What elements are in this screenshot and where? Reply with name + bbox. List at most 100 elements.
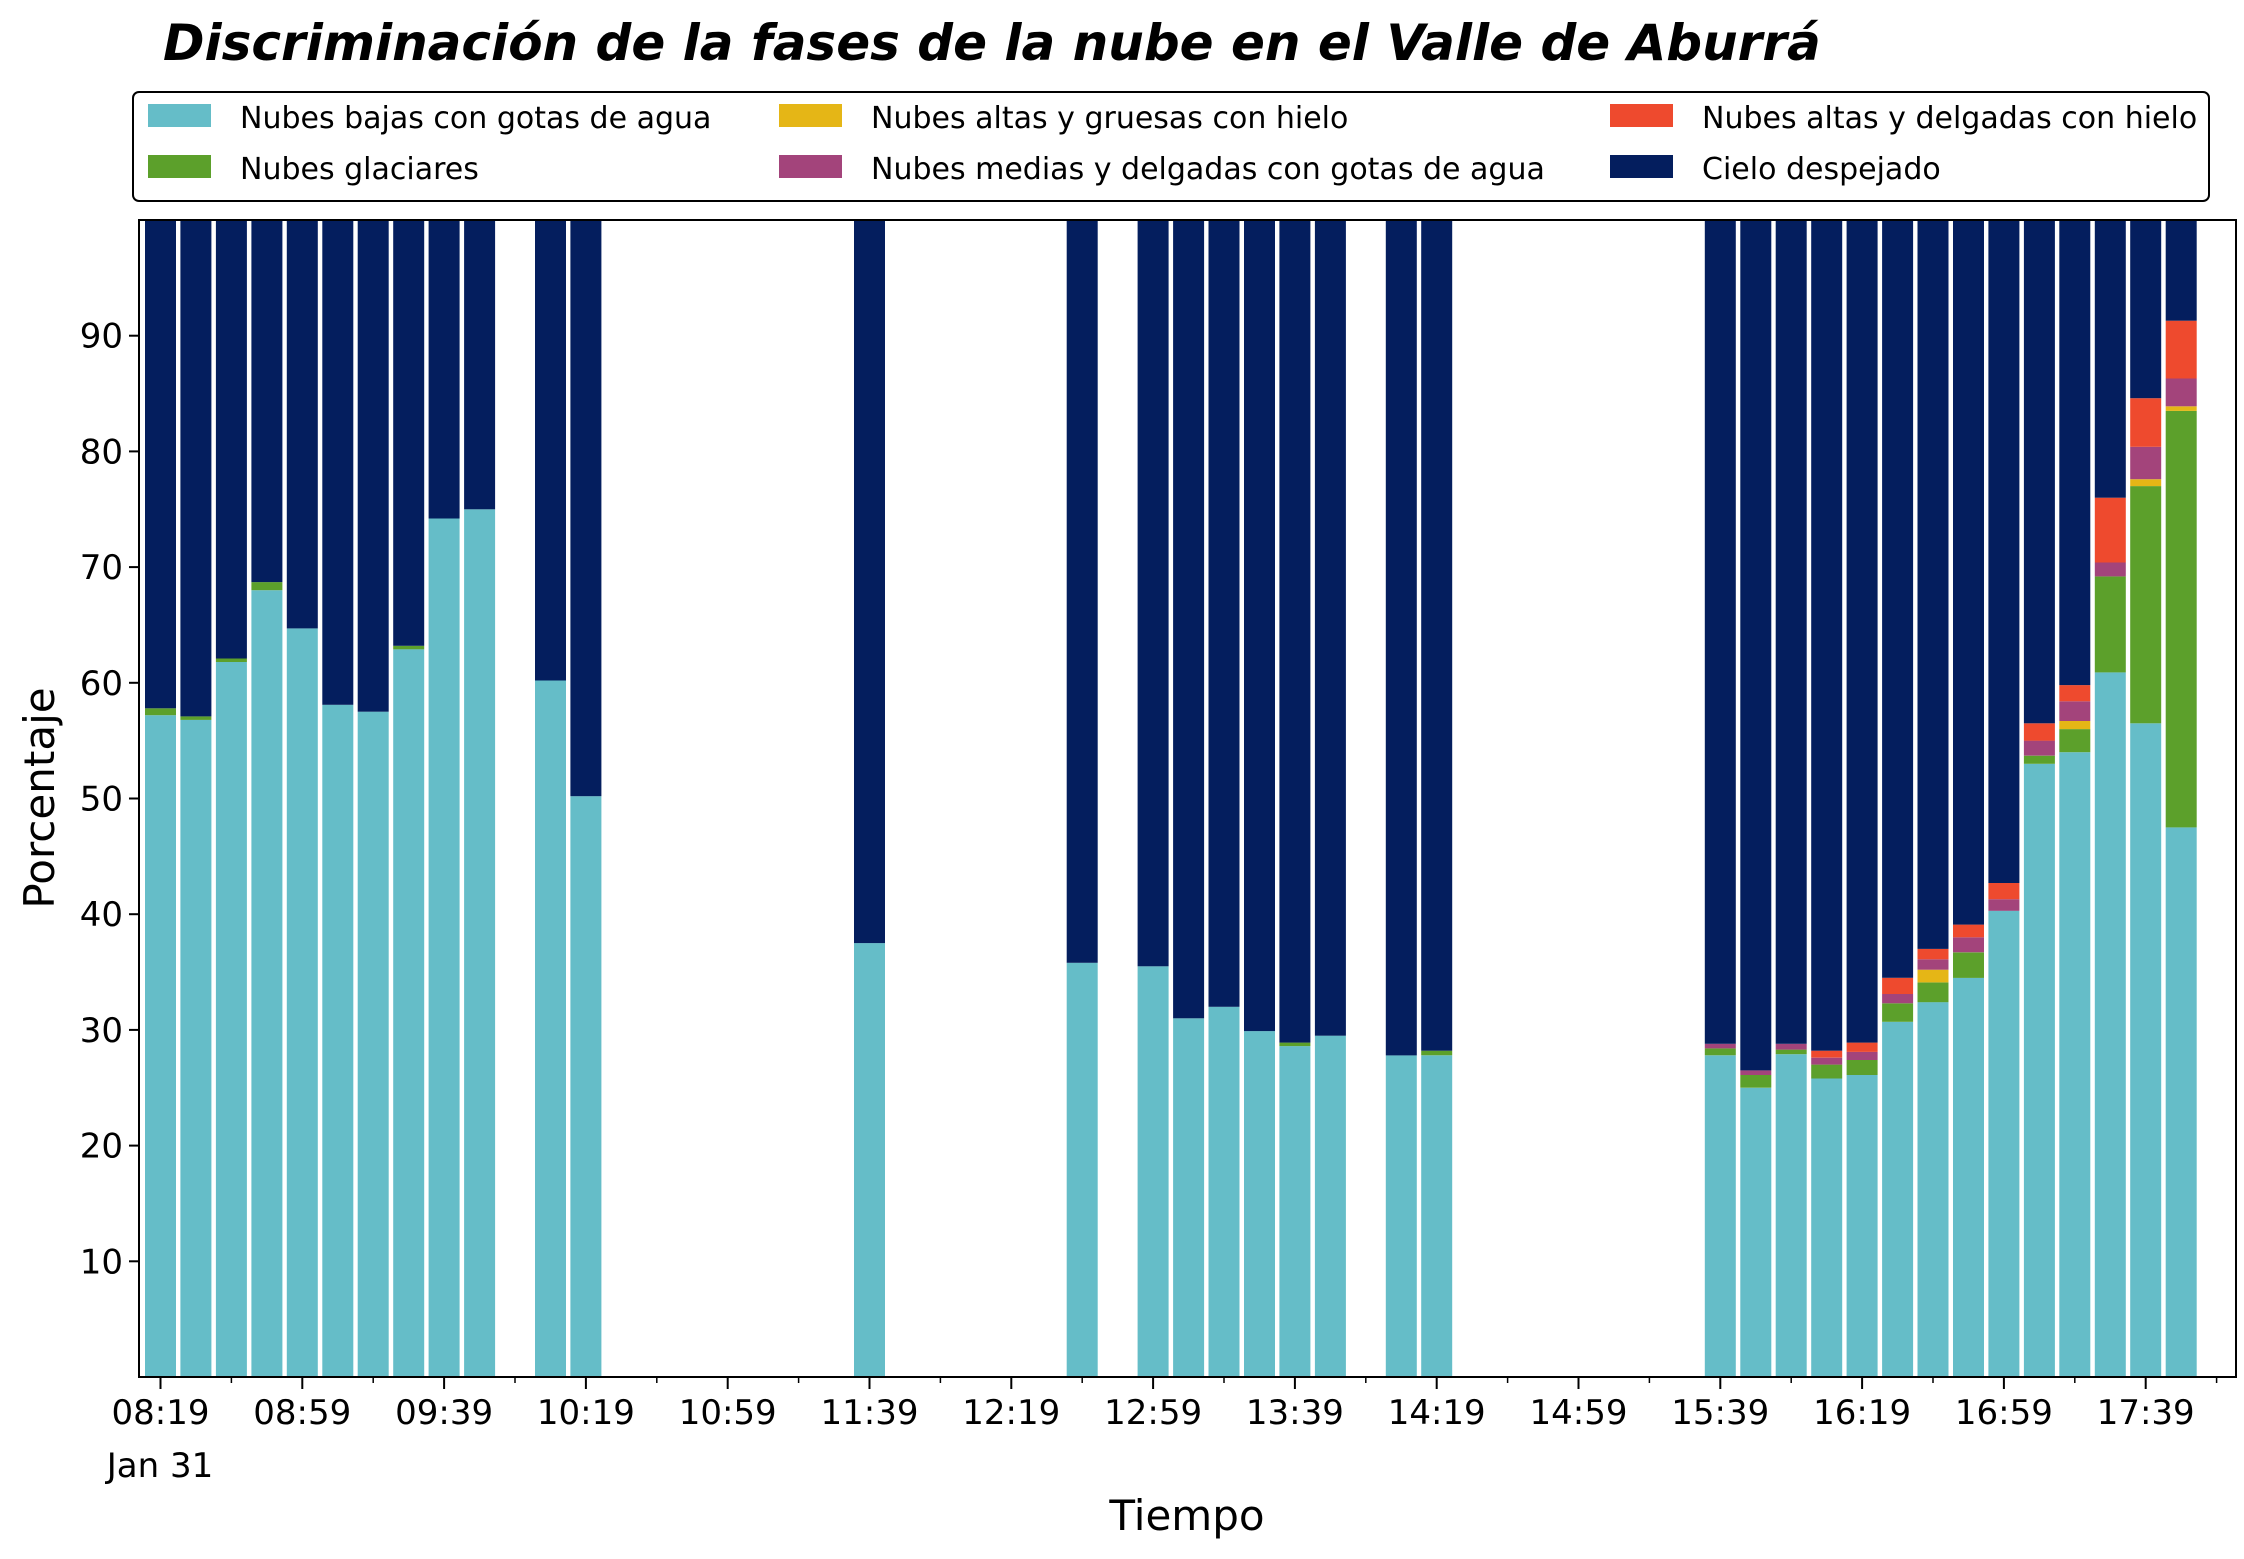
bar-segment-6-18 bbox=[1244, 220, 1275, 1032]
bar-segment-6-26 bbox=[1811, 220, 1843, 1051]
x-tick-label: 14:19 bbox=[1388, 1393, 1486, 1433]
bar-segment-1-19 bbox=[1279, 1046, 1311, 1377]
bar-segment-6-34 bbox=[2094, 220, 2126, 498]
bar-segment-1-30 bbox=[1953, 977, 1984, 1377]
y-axis: 10 20 30 40 50 60 70 80 90 bbox=[80, 317, 139, 1282]
bar-segment-4-28 bbox=[1882, 994, 1914, 1004]
bar-segment-2-4 bbox=[251, 582, 283, 591]
x-tick-label: 08:59 bbox=[253, 1393, 351, 1433]
bar-segment-5-27 bbox=[1846, 1042, 1878, 1052]
bar-segment-5-35 bbox=[2130, 398, 2162, 447]
x-tick-label: 13:39 bbox=[1246, 1393, 1344, 1433]
bar-segment-4-23 bbox=[1704, 1043, 1736, 1049]
bar-segment-4-25 bbox=[1775, 1043, 1807, 1050]
bar-segment-6-14 bbox=[1066, 220, 1098, 963]
bar-segment-2-25 bbox=[1775, 1049, 1807, 1055]
y-axis-label: Porcentaje bbox=[15, 687, 64, 908]
bar-segment-1-34 bbox=[2094, 672, 2126, 1377]
bar-segment-6-24 bbox=[1740, 220, 1772, 1071]
bar-segment-6-7 bbox=[357, 220, 389, 712]
bar-segment-2-28 bbox=[1882, 1003, 1914, 1022]
x-tick-label: 15:39 bbox=[1671, 1393, 1769, 1433]
bar-segment-6-5 bbox=[286, 220, 318, 629]
bar-segment-1-17 bbox=[1208, 1006, 1240, 1377]
bar-segment-4-32 bbox=[2023, 740, 2055, 756]
y-tick-label: 60 bbox=[80, 664, 123, 704]
bar-segment-1-28 bbox=[1882, 1021, 1914, 1377]
bar-segment-6-19 bbox=[1279, 220, 1311, 1043]
bar-segment-1-14 bbox=[1066, 962, 1098, 1377]
bar-segment-4-30 bbox=[1953, 937, 1984, 953]
bar-segment-1-3 bbox=[215, 662, 247, 1377]
bar-segment-6-15 bbox=[1137, 220, 1169, 967]
legend-swatch bbox=[148, 155, 211, 178]
bar-segment-2-33 bbox=[2059, 729, 2091, 753]
bar-segment-6-27 bbox=[1846, 220, 1878, 1043]
bar-segment-1-29 bbox=[1917, 1002, 1949, 1377]
x-axis: 08:19 08:59 09:39 10:19 10:59 11:39 12:19 12:59… bbox=[112, 1377, 2218, 1433]
bar-segment-6-20 bbox=[1314, 220, 1346, 1036]
bar-segment-3-36 bbox=[2165, 406, 2197, 411]
bar-segment-2-27 bbox=[1846, 1060, 1878, 1075]
bar-segment-2-35 bbox=[2130, 486, 2162, 724]
bar-segment-4-31 bbox=[1988, 899, 2020, 911]
bar-segment-2-3 bbox=[215, 658, 247, 662]
x-axis-label: Tiempo bbox=[1108, 1491, 1264, 1540]
bar-segment-6-30 bbox=[1953, 220, 1984, 925]
legend-swatch bbox=[1610, 104, 1673, 127]
bar-segment-2-32 bbox=[2023, 755, 2055, 764]
bar-segment-6-12 bbox=[570, 220, 602, 797]
x-tick-label: 09:39 bbox=[395, 1393, 493, 1433]
bar-segment-6-29 bbox=[1917, 220, 1949, 949]
bar-segment-4-24 bbox=[1740, 1070, 1772, 1075]
x-tick-label: 10:19 bbox=[537, 1393, 635, 1433]
y-tick-label: 70 bbox=[80, 548, 123, 588]
bar-segment-1-23 bbox=[1704, 1055, 1736, 1377]
y-tick-label: 90 bbox=[80, 317, 123, 357]
bar-segment-6-8 bbox=[393, 220, 425, 646]
bar-segment-6-36 bbox=[2165, 220, 2197, 321]
bar-segment-5-34 bbox=[2094, 497, 2126, 563]
bar-segment-5-31 bbox=[1988, 883, 2020, 900]
bar-segment-1-27 bbox=[1846, 1075, 1878, 1377]
legend: Nubes bajas con gotas de agua Nubes glaci… bbox=[132, 91, 2210, 202]
x-tick-label: 17:39 bbox=[2097, 1393, 2195, 1433]
bar-segment-6-16 bbox=[1173, 220, 1205, 1019]
bar-segment-2-23 bbox=[1704, 1048, 1736, 1056]
bar-segment-4-33 bbox=[2059, 701, 2091, 721]
bar-segment-1-15 bbox=[1137, 966, 1169, 1377]
bar-segment-6-4 bbox=[251, 220, 283, 583]
bar-segment-5-28 bbox=[1882, 977, 1914, 994]
y-tick-label: 30 bbox=[80, 1011, 123, 1051]
bar-segment-2-34 bbox=[2094, 576, 2126, 673]
bar-segment-6-3 bbox=[215, 220, 247, 659]
bar-segment-1-2 bbox=[180, 719, 212, 1377]
bar-segment-2-19 bbox=[1279, 1042, 1311, 1047]
bar-segment-1-1 bbox=[145, 715, 176, 1377]
bar-segment-5-26 bbox=[1811, 1050, 1843, 1058]
bar-segment-4-29 bbox=[1917, 959, 1949, 970]
legend-swatch bbox=[779, 155, 842, 178]
bar-segment-3-33 bbox=[2059, 721, 2091, 730]
bar-segment-2-29 bbox=[1917, 982, 1949, 1003]
bar-segment-2-30 bbox=[1953, 952, 1984, 978]
x-tick-label: 08:19 bbox=[112, 1393, 210, 1433]
legend-entry-label: Cielo despejado bbox=[1702, 152, 1941, 187]
x-tick-label: 11:39 bbox=[821, 1393, 919, 1433]
bars-group bbox=[145, 220, 2197, 1378]
legend-entry-label: Nubes altas y delgadas con hielo bbox=[1702, 101, 2197, 136]
bar-segment-3-35 bbox=[2130, 479, 2162, 487]
bar-segment-5-30 bbox=[1953, 924, 1984, 938]
bar-segment-5-33 bbox=[2059, 685, 2091, 702]
bar-segment-4-27 bbox=[1846, 1051, 1878, 1060]
bar-segment-1-7 bbox=[357, 711, 389, 1377]
bar-segment-1-18 bbox=[1244, 1031, 1275, 1377]
bar-segment-6-10 bbox=[464, 220, 496, 510]
bar-segment-1-12 bbox=[570, 796, 602, 1377]
bar-segment-1-6 bbox=[322, 704, 354, 1377]
x-tick-label: 12:19 bbox=[962, 1393, 1060, 1433]
bar-segment-2-26 bbox=[1811, 1064, 1843, 1079]
bar-segment-1-36 bbox=[2165, 827, 2197, 1377]
bar-segment-6-6 bbox=[322, 220, 354, 705]
